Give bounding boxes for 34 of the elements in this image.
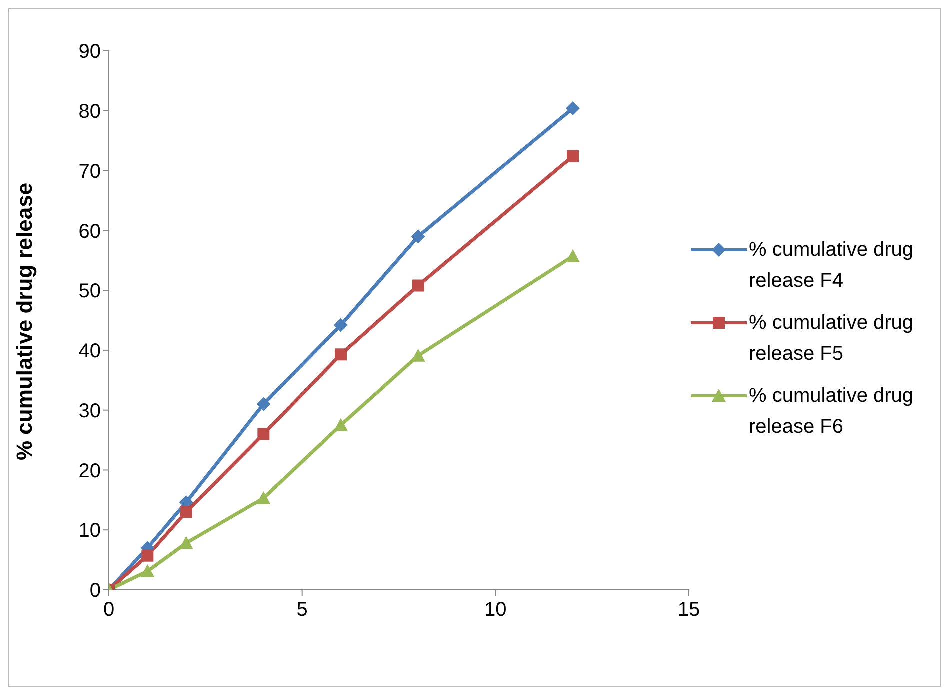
- y-tick-label: 80: [78, 100, 101, 123]
- y-tick-label: 30: [78, 400, 101, 422]
- point: [256, 491, 271, 504]
- legend-label: % cumulative drug release F4: [749, 238, 915, 294]
- legend-label: % cumulative drug release F5: [749, 310, 915, 366]
- y-tick-label: 0: [90, 580, 101, 602]
- point: [140, 564, 155, 578]
- y-tick-label: 60: [78, 220, 101, 243]
- x-tick-label: 0: [103, 599, 115, 622]
- point: [566, 101, 580, 116]
- x-tick-label: 15: [678, 599, 700, 622]
- y-tick-label: 10: [78, 520, 101, 542]
- y-tick-label: 70: [78, 160, 101, 183]
- y-tick-label: 40: [78, 340, 101, 363]
- y-tick-label: 20: [78, 460, 101, 482]
- point: [411, 230, 426, 244]
- point: [411, 348, 426, 362]
- y-axis-title: % cumulative drug release: [12, 182, 37, 460]
- point: [566, 249, 580, 262]
- y-tick-label: 50: [78, 280, 101, 303]
- legend-label: % cumulative drug release F6: [749, 384, 915, 440]
- x-tick-label: 10: [484, 599, 507, 622]
- x-tick-label: 5: [296, 599, 308, 622]
- point: [258, 428, 270, 440]
- point: [412, 280, 424, 292]
- point: [334, 318, 348, 332]
- point: [142, 550, 154, 562]
- point: [179, 536, 194, 550]
- point: [180, 506, 192, 518]
- point: [256, 397, 271, 412]
- point: [567, 150, 579, 162]
- point: [335, 348, 347, 361]
- point: [334, 418, 348, 432]
- y-tick-label: 90: [78, 41, 101, 64]
